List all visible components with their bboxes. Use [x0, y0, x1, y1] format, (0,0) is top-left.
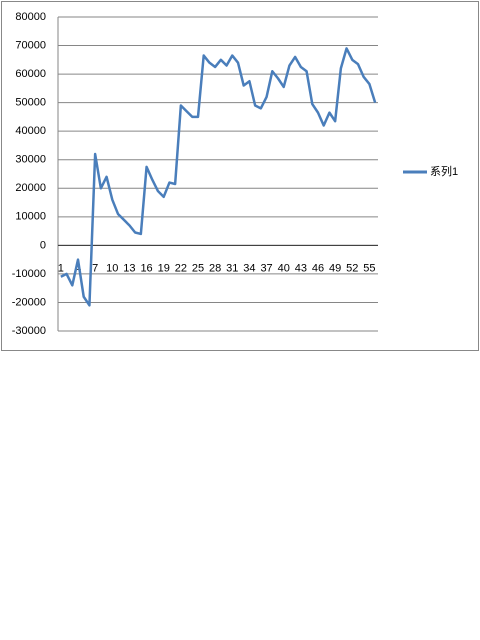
y-tick-label: -20000	[12, 296, 46, 308]
x-tick-label: 7	[92, 262, 98, 274]
x-tick-label: 43	[295, 262, 307, 274]
x-tick-label: 34	[243, 262, 255, 274]
x-tick-label: 13	[123, 262, 135, 274]
x-tick-label: 49	[329, 262, 341, 274]
y-tick-label: 30000	[15, 154, 46, 166]
x-tick-label: 16	[140, 262, 152, 274]
y-tick-label: 60000	[15, 68, 46, 80]
y-tick-label: -10000	[12, 268, 46, 280]
x-tick-label: 19	[158, 262, 170, 274]
x-tick-label: 37	[260, 262, 272, 274]
y-tick-label: 10000	[15, 211, 46, 223]
y-tick-label: 80000	[15, 11, 46, 23]
legend-label: 系列1	[430, 164, 458, 178]
x-tick-label: 52	[346, 262, 358, 274]
data-line	[60, 47, 377, 307]
x-tick-label: 31	[226, 262, 238, 274]
y-tick-label: 40000	[15, 125, 46, 137]
x-tick-label: 55	[363, 262, 375, 274]
x-tick-label: 28	[209, 262, 221, 274]
x-tick-label: 25	[192, 262, 204, 274]
x-tick-label: 10	[106, 262, 118, 274]
x-tick-label: 40	[278, 262, 290, 274]
y-tick-label: 0	[40, 239, 46, 251]
y-tick-label: 50000	[15, 97, 46, 109]
y-tick-label: 20000	[15, 182, 46, 194]
y-tick-label: -30000	[12, 325, 46, 337]
chart-frame	[1, 1, 479, 351]
x-tick-label: 1	[58, 262, 64, 274]
x-tick-label: 4	[75, 262, 81, 274]
x-tick-label: 46	[312, 262, 324, 274]
y-tick-label: 70000	[15, 39, 46, 51]
x-tick-label: 22	[175, 262, 187, 274]
